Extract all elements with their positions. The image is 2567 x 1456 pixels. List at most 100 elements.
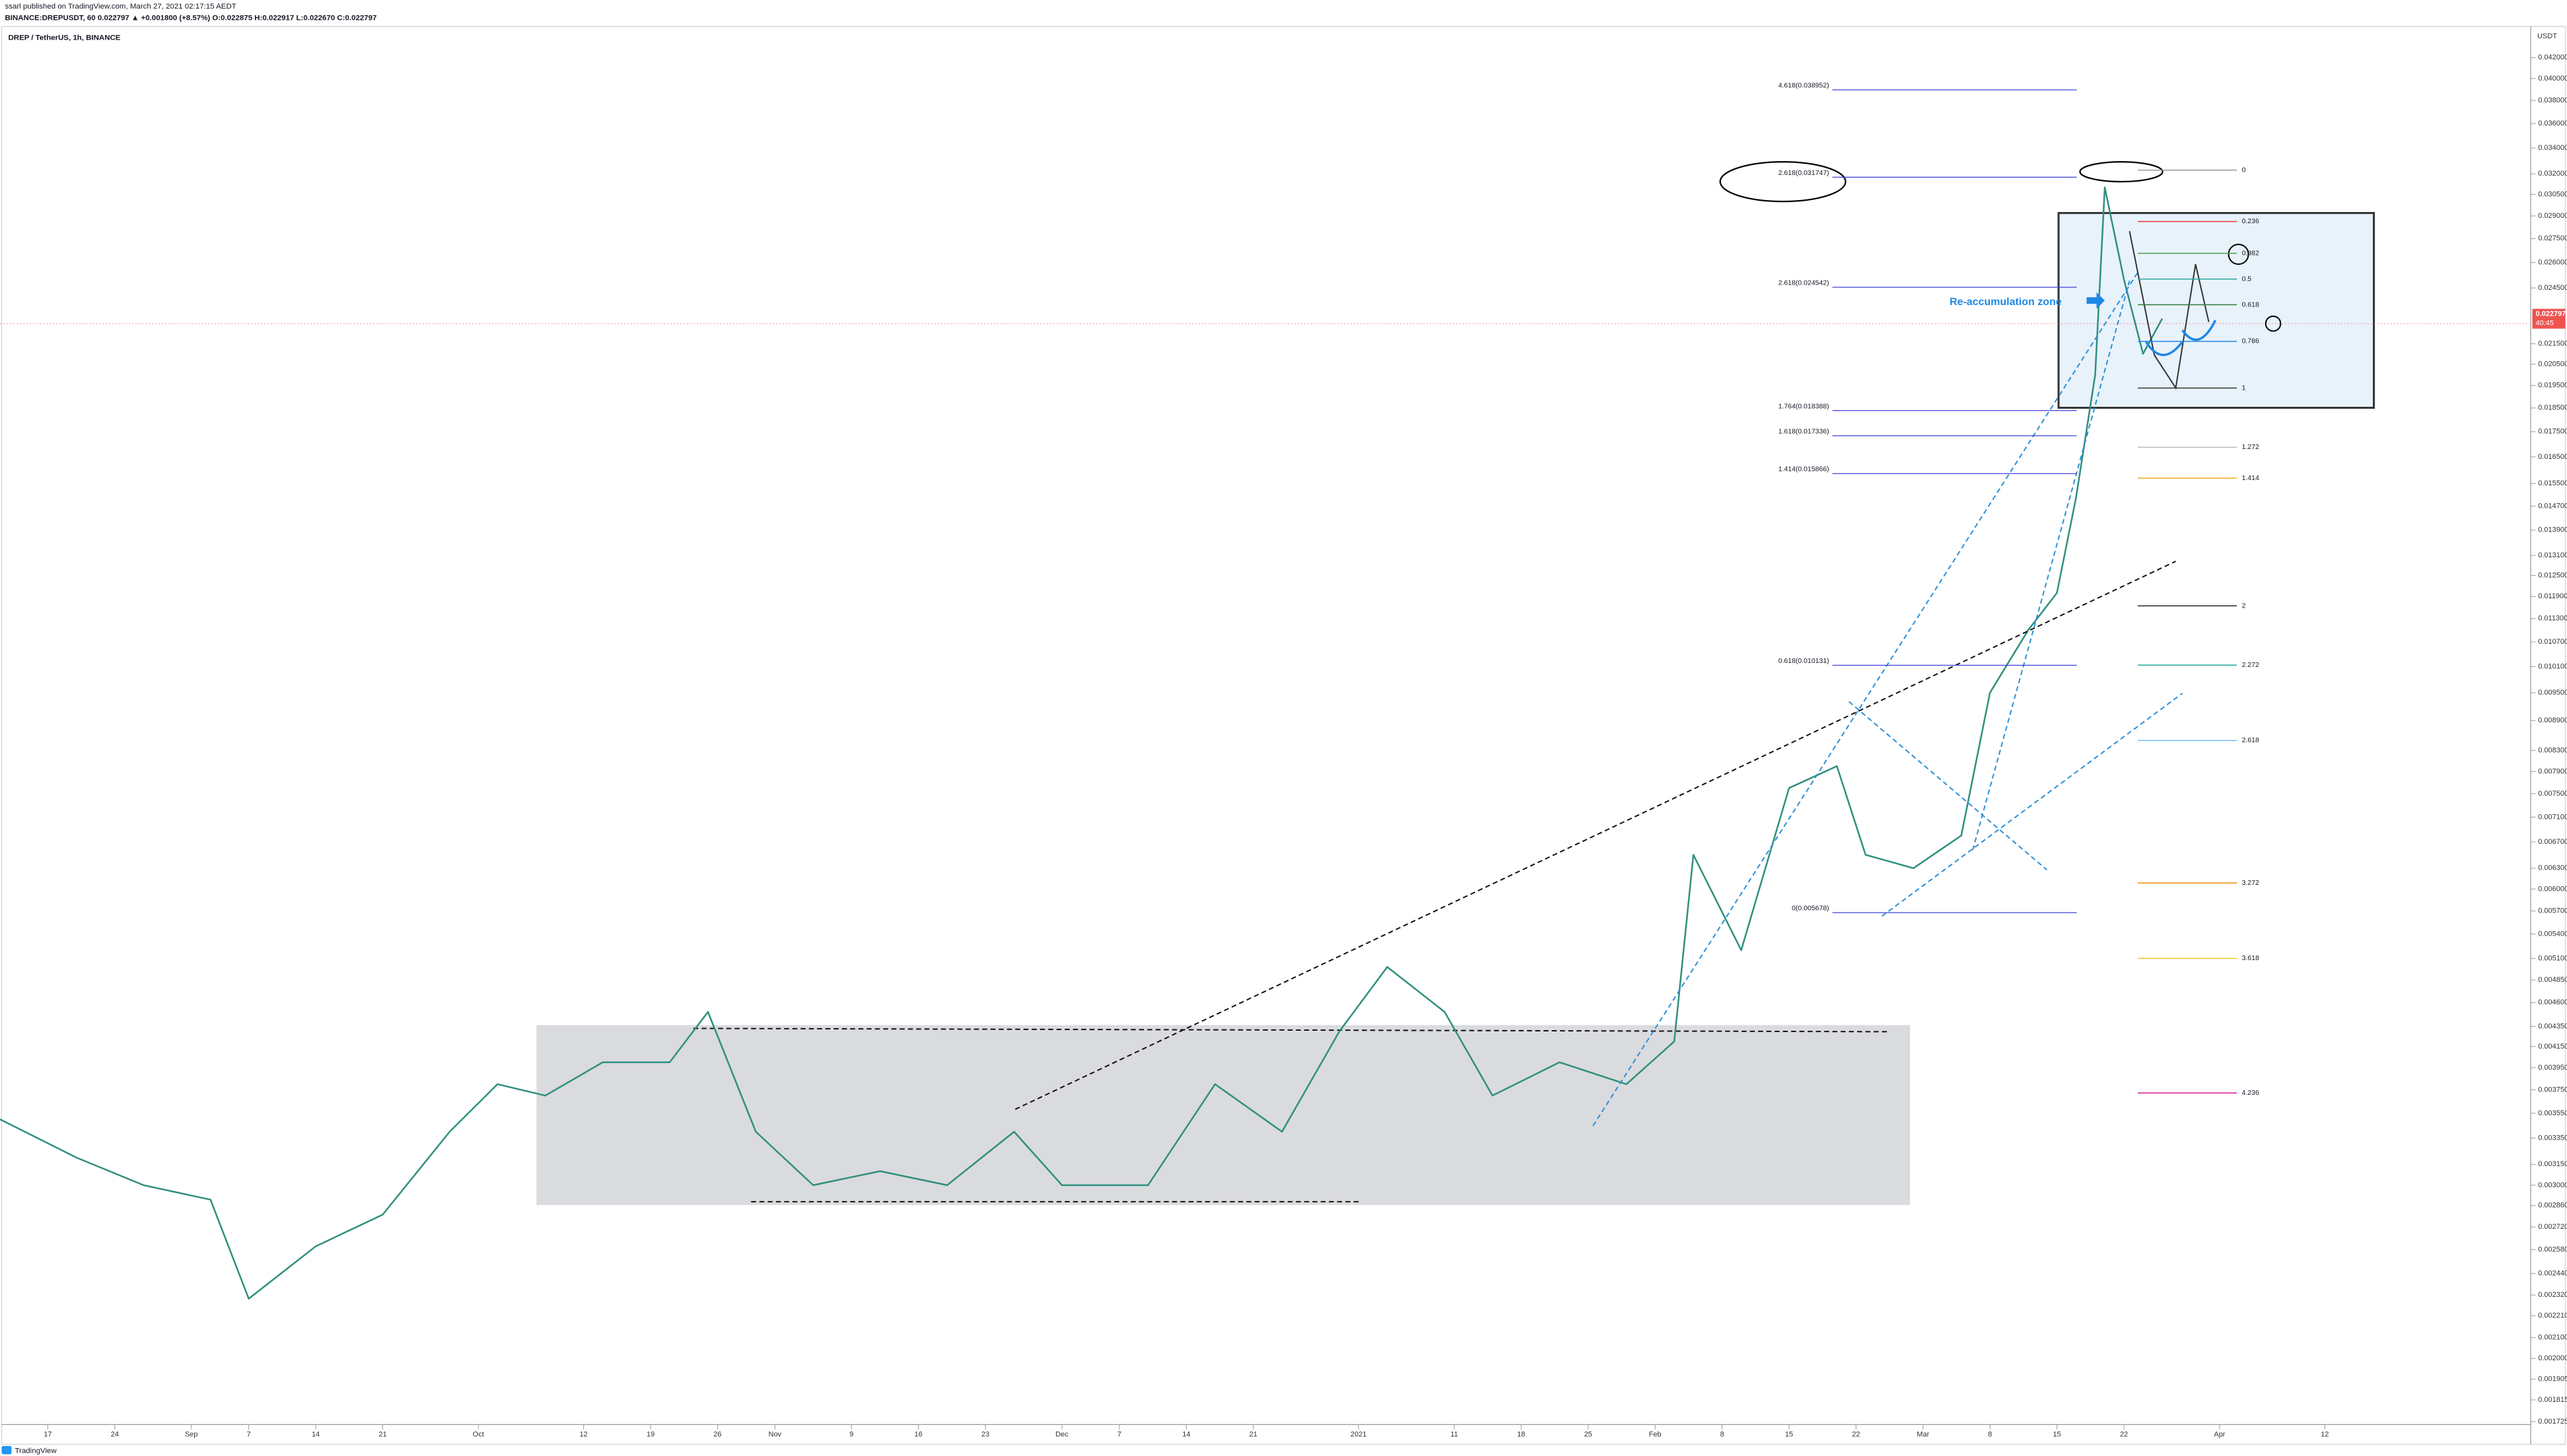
fib-label: 4.618(0.038952) (1778, 83, 1829, 90)
retracement-label: 3.272 (2242, 880, 2259, 887)
x-tick-label: 18 (1517, 1430, 1525, 1438)
y-tick-label: 0.006700 (2538, 838, 2567, 846)
fib-label: 0.618(0.010131) (1778, 658, 1829, 665)
x-tick-label: Mar (1916, 1430, 1929, 1438)
y-tick-label: 0.003950 (2538, 1064, 2567, 1072)
y-tick-label: 0.004600 (2538, 998, 2567, 1006)
y-tick-label: 0.002100 (2538, 1334, 2567, 1342)
y-tick-label: 0.007500 (2538, 790, 2567, 798)
publisher-line: ssarl published on TradingView.com, Marc… (5, 3, 236, 11)
y-tick-label: 0.010100 (2538, 662, 2567, 670)
y-tick-label: 0.011900 (2538, 592, 2567, 600)
x-tick-label: 8 (1988, 1430, 1992, 1438)
x-tick-label: 15 (2053, 1430, 2061, 1438)
y-tick-label: 0.002860 (2538, 1202, 2567, 1210)
y-tick-label: 0.007100 (2538, 813, 2567, 821)
y-tick-label: 0.005100 (2538, 954, 2567, 962)
y-tick-label: 0.015500 (2538, 479, 2567, 487)
y-tick-label: 0.002210 (2538, 1312, 2567, 1320)
retracement-label: 0.236 (2242, 218, 2259, 225)
x-tick-label: 8 (1720, 1430, 1724, 1438)
circle-mark (2228, 244, 2249, 265)
x-tick-label: 22 (2120, 1430, 2128, 1438)
y-tick-label: 0.003750 (2538, 1086, 2567, 1093)
y-tick-label: 0.026000 (2538, 259, 2567, 267)
last-price: 0.022797 (2536, 310, 2566, 318)
circle-mark (2265, 315, 2282, 332)
y-tick-label: 0.012500 (2538, 571, 2567, 579)
x-tick-label: 7 (1117, 1430, 1121, 1438)
y-tick-label: 0.007900 (2538, 767, 2567, 775)
chart-title: DREP / TetherUS, 1h, BINANCE (8, 34, 120, 42)
fib-label: 1.764(0.018388) (1778, 403, 1829, 410)
retracement-label: 2 (2242, 602, 2246, 609)
y-tick-label: 0.020500 (2538, 360, 2567, 368)
y-tick-label: 0.002320 (2538, 1291, 2567, 1299)
y-tick-label: 0.003000 (2538, 1181, 2567, 1189)
retracement-label: 0.382 (2242, 250, 2259, 257)
y-tick-label: 0.030500 (2538, 190, 2567, 198)
y-tick-label: 0.042000 (2538, 53, 2567, 61)
x-tick-label: 14 (1182, 1430, 1190, 1438)
retracement-label: 2.618 (2242, 737, 2259, 744)
x-tick-label: 16 (915, 1430, 923, 1438)
y-tick-label: 0.010700 (2538, 638, 2567, 646)
curve-mark (2145, 320, 2217, 357)
x-tick-label: 22 (1852, 1430, 1860, 1438)
logo (1, 1445, 12, 1455)
x-tick-label: 12 (580, 1430, 588, 1438)
fib-label: 2.618(0.031747) (1778, 170, 1829, 177)
x-tick-label: 15 (1785, 1430, 1793, 1438)
trend-line (1848, 701, 2048, 871)
circle-mark (1719, 160, 1846, 203)
y-tick-label: 0.001725 (2538, 1418, 2567, 1426)
y-tick-label: 0.029000 (2538, 212, 2567, 220)
retracement-label: 4.236 (2242, 1090, 2259, 1097)
y-tick-label: 0.003350 (2538, 1134, 2567, 1142)
zone-box (2057, 212, 2375, 409)
y-tick-label: 0.002000 (2538, 1354, 2567, 1362)
y-tick-label: 0.008300 (2538, 746, 2567, 754)
trend-line (1592, 272, 2138, 1127)
y-tick-label: 0.021500 (2538, 340, 2567, 348)
x-tick-label: 24 (111, 1430, 119, 1438)
footer: TradingView (15, 1447, 57, 1455)
x-tick-label: Dec (1055, 1430, 1069, 1438)
x-tick-label: Oct (473, 1430, 484, 1438)
y-tick-label: 0.004850 (2538, 976, 2567, 984)
y-tick-label: 0.018500 (2538, 404, 2567, 412)
x-tick-label: 23 (981, 1430, 989, 1438)
y-tick-label: 0.016500 (2538, 453, 2567, 461)
y-tick-label: 0.038000 (2538, 96, 2567, 104)
y-tick-label: 0.006300 (2538, 864, 2567, 872)
y-tick-label: 0.005700 (2538, 907, 2567, 915)
x-tick-label: 21 (378, 1430, 386, 1438)
retracement-label: 2.272 (2242, 662, 2259, 669)
retracement-label: 3.618 (2242, 955, 2259, 962)
x-tick-label: 11 (1450, 1430, 1458, 1438)
x-tick-label: 9 (849, 1430, 853, 1438)
x-tick-label: 14 (312, 1430, 320, 1438)
y-tick-label: 0.019500 (2538, 382, 2567, 390)
y-tick-label: 0.009500 (2538, 689, 2567, 697)
symbol-line: BINANCE:DREPUSDT, 60 0.022797 ▲ +0.00180… (5, 15, 376, 22)
x-tick-label: 2021 (1351, 1430, 1366, 1438)
x-tick-label: 7 (247, 1430, 251, 1438)
y-tick-label: 0.003150 (2538, 1160, 2567, 1168)
retracement-label: 0.786 (2242, 338, 2259, 345)
plot (0, 186, 2163, 1300)
price-line (0, 186, 2163, 1300)
x-tick-label: 25 (1584, 1430, 1592, 1438)
fib-label: 1.414(0.015866) (1778, 466, 1829, 473)
y-tick-label: 0.013900 (2538, 526, 2567, 534)
x-tick-label: 19 (647, 1430, 654, 1438)
y-tick-label: 0.032000 (2538, 170, 2567, 178)
y-tick-label: 0.001815 (2538, 1396, 2567, 1404)
x-tick-label: Apr (2214, 1430, 2225, 1438)
y-tick-label: 0.040000 (2538, 75, 2567, 83)
range-box (536, 1025, 1911, 1205)
y-tick-label: 0.013100 (2538, 551, 2567, 559)
y-tick-label: 0.014700 (2538, 503, 2567, 510)
